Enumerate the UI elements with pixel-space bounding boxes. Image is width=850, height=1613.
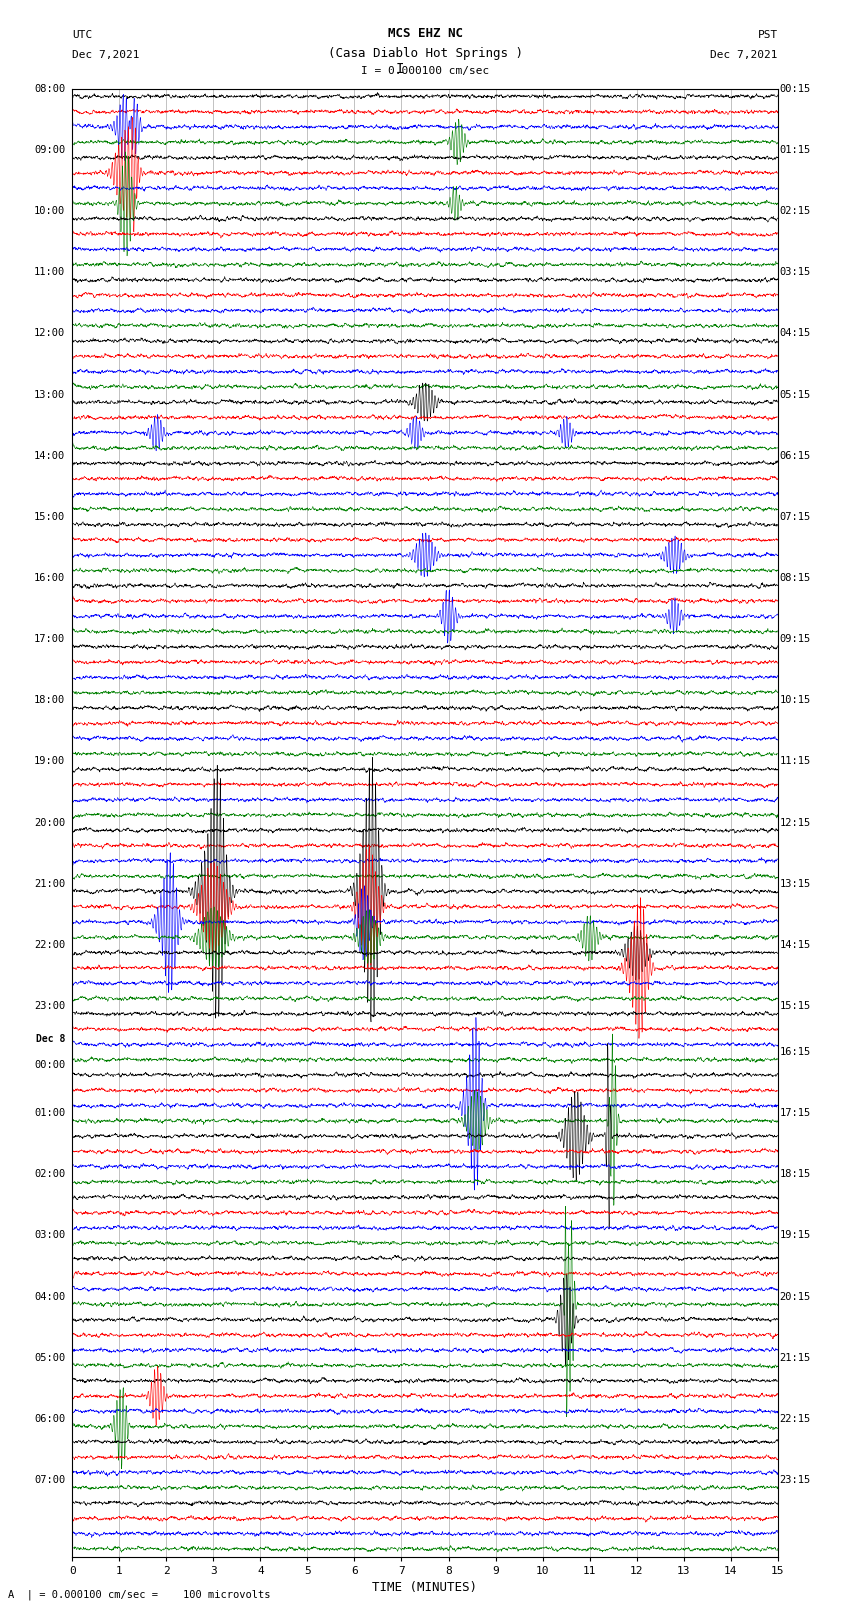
Text: 12:00: 12:00 bbox=[34, 329, 65, 339]
Text: 02:15: 02:15 bbox=[779, 206, 811, 216]
Text: 16:15: 16:15 bbox=[779, 1047, 811, 1057]
Text: 04:15: 04:15 bbox=[779, 329, 811, 339]
Text: 14:15: 14:15 bbox=[779, 940, 811, 950]
Text: 23:00: 23:00 bbox=[34, 1002, 65, 1011]
Text: 18:15: 18:15 bbox=[779, 1169, 811, 1179]
Text: 05:15: 05:15 bbox=[779, 389, 811, 400]
Text: 06:00: 06:00 bbox=[34, 1415, 65, 1424]
Text: PST: PST bbox=[757, 31, 778, 40]
Text: 01:15: 01:15 bbox=[779, 145, 811, 155]
Text: 07:00: 07:00 bbox=[34, 1476, 65, 1486]
Text: 17:00: 17:00 bbox=[34, 634, 65, 644]
Text: 20:15: 20:15 bbox=[779, 1292, 811, 1302]
Text: 10:00: 10:00 bbox=[34, 206, 65, 216]
Text: 00:15: 00:15 bbox=[779, 84, 811, 94]
Text: 08:15: 08:15 bbox=[779, 573, 811, 582]
Text: 21:00: 21:00 bbox=[34, 879, 65, 889]
Text: 23:15: 23:15 bbox=[779, 1476, 811, 1486]
Text: I: I bbox=[395, 61, 404, 76]
Text: A  | = 0.000100 cm/sec =    100 microvolts: A | = 0.000100 cm/sec = 100 microvolts bbox=[8, 1589, 271, 1600]
Text: 13:00: 13:00 bbox=[34, 389, 65, 400]
Text: 01:00: 01:00 bbox=[34, 1108, 65, 1118]
Text: 19:00: 19:00 bbox=[34, 756, 65, 766]
Text: 00:00: 00:00 bbox=[34, 1060, 65, 1069]
Text: 04:00: 04:00 bbox=[34, 1292, 65, 1302]
Text: 12:15: 12:15 bbox=[779, 818, 811, 827]
Text: Dec 8: Dec 8 bbox=[36, 1034, 65, 1044]
Text: 09:00: 09:00 bbox=[34, 145, 65, 155]
Text: Dec 7,2021: Dec 7,2021 bbox=[72, 50, 139, 60]
Text: 07:15: 07:15 bbox=[779, 511, 811, 523]
Text: 21:15: 21:15 bbox=[779, 1353, 811, 1363]
Text: 06:15: 06:15 bbox=[779, 450, 811, 461]
Text: 15:00: 15:00 bbox=[34, 511, 65, 523]
Text: 13:15: 13:15 bbox=[779, 879, 811, 889]
Text: 11:15: 11:15 bbox=[779, 756, 811, 766]
Text: 08:00: 08:00 bbox=[34, 84, 65, 94]
Text: MCS EHZ NC: MCS EHZ NC bbox=[388, 27, 462, 40]
Text: 10:15: 10:15 bbox=[779, 695, 811, 705]
Text: 09:15: 09:15 bbox=[779, 634, 811, 644]
Text: 20:00: 20:00 bbox=[34, 818, 65, 827]
Text: 11:00: 11:00 bbox=[34, 268, 65, 277]
Text: UTC: UTC bbox=[72, 31, 93, 40]
Text: 14:00: 14:00 bbox=[34, 450, 65, 461]
Text: 16:00: 16:00 bbox=[34, 573, 65, 582]
X-axis label: TIME (MINUTES): TIME (MINUTES) bbox=[372, 1581, 478, 1594]
Text: 19:15: 19:15 bbox=[779, 1231, 811, 1240]
Text: Dec 7,2021: Dec 7,2021 bbox=[711, 50, 778, 60]
Text: 22:15: 22:15 bbox=[779, 1415, 811, 1424]
Text: 02:00: 02:00 bbox=[34, 1169, 65, 1179]
Text: 05:00: 05:00 bbox=[34, 1353, 65, 1363]
Text: 17:15: 17:15 bbox=[779, 1108, 811, 1118]
Text: 22:00: 22:00 bbox=[34, 940, 65, 950]
Text: 18:00: 18:00 bbox=[34, 695, 65, 705]
Text: 03:15: 03:15 bbox=[779, 268, 811, 277]
Text: 03:00: 03:00 bbox=[34, 1231, 65, 1240]
Text: 15:15: 15:15 bbox=[779, 1002, 811, 1011]
Text: I = 0.000100 cm/sec: I = 0.000100 cm/sec bbox=[361, 66, 489, 76]
Text: (Casa Diablo Hot Springs ): (Casa Diablo Hot Springs ) bbox=[327, 47, 523, 60]
